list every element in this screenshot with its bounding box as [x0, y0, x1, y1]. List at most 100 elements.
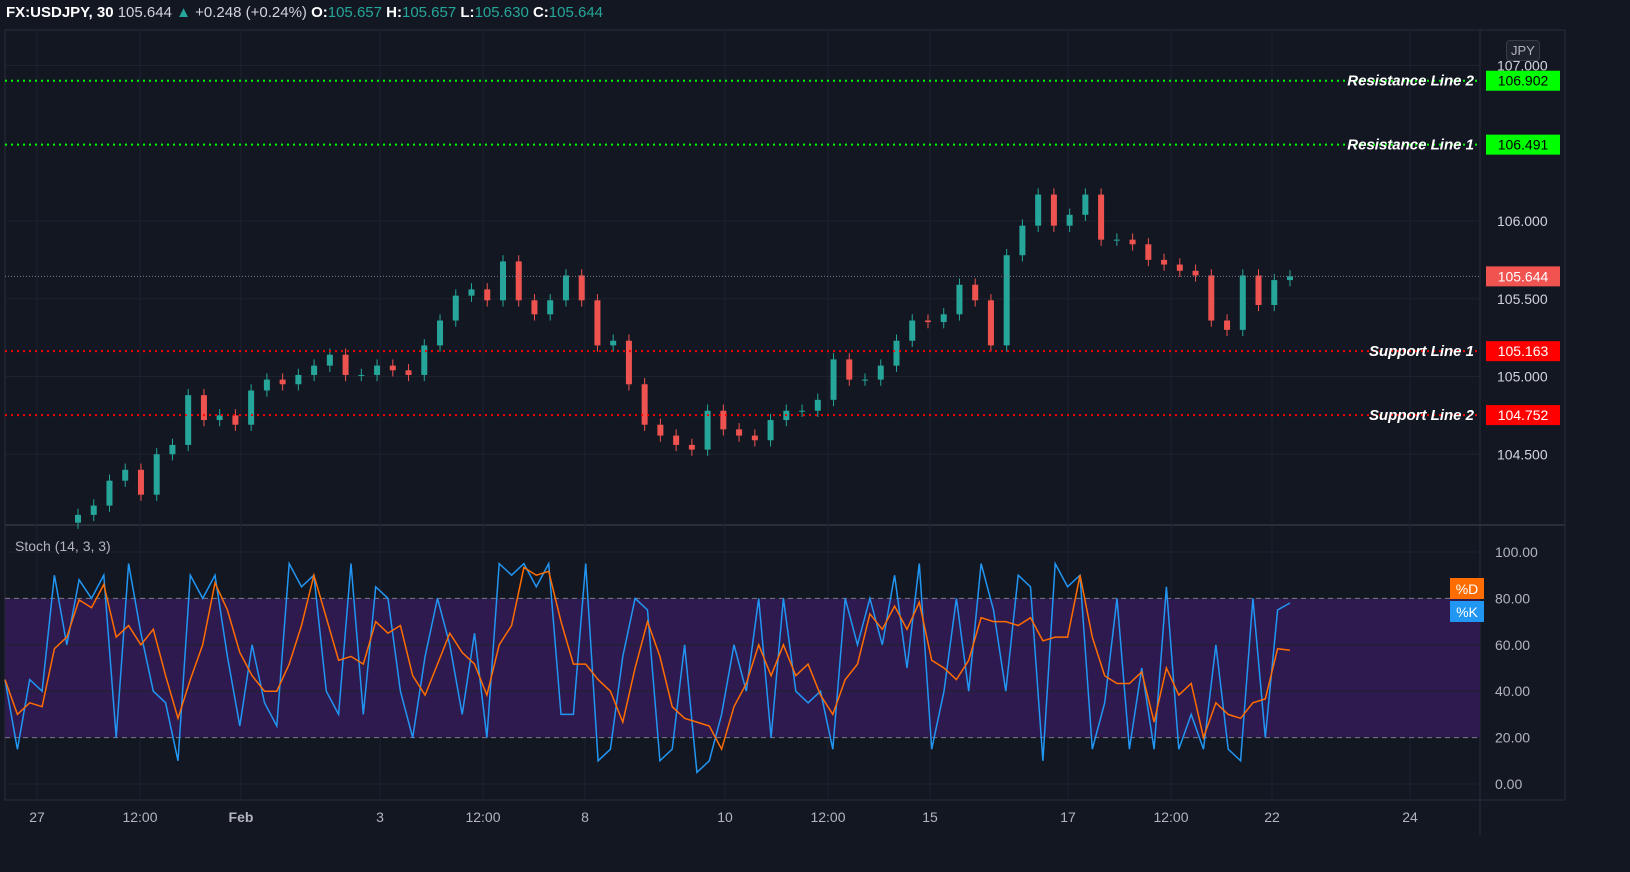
time-tick-label: 10 [717, 809, 733, 825]
candle [248, 390, 255, 425]
candle [1019, 225, 1026, 256]
candle [610, 340, 617, 346]
price-tick-label: 107.000 [1497, 58, 1548, 74]
stoch-band [5, 598, 1480, 738]
resistance-price-badge [1486, 70, 1560, 91]
candle [1161, 259, 1168, 265]
candle [1255, 275, 1262, 305]
time-tick-label: 22 [1264, 809, 1280, 825]
candle [972, 284, 979, 301]
candle [688, 444, 695, 450]
stoch-k-line [4, 560, 1291, 774]
candle [751, 435, 758, 441]
support-line-label: Support Line 1 [1369, 343, 1474, 360]
open-value: 105.657 [327, 4, 382, 21]
candle [736, 429, 743, 436]
candle [830, 359, 837, 400]
candle [1098, 194, 1105, 240]
stoch-k-badge-text: %K [1456, 604, 1478, 620]
candle [437, 320, 444, 346]
candle [153, 454, 160, 495]
candle [1050, 194, 1057, 226]
candle [216, 415, 223, 421]
time-tick-label: 17 [1060, 809, 1076, 825]
close-label: C: [532, 4, 549, 21]
candle [405, 370, 412, 375]
candle [1287, 276, 1293, 281]
candle [106, 480, 113, 506]
open-label: O: [311, 4, 328, 21]
candle [468, 289, 475, 296]
candle [90, 505, 97, 515]
candle [374, 365, 381, 375]
candle [232, 415, 239, 425]
resistance-line-label: Resistance Line 1 [1347, 137, 1474, 154]
candle [75, 514, 81, 523]
candle [547, 300, 554, 315]
resistance-price-badge-text: 106.491 [1498, 137, 1549, 153]
stoch-title: Stoch (14, 3, 3) [15, 538, 111, 554]
time-tick-label: 12:00 [465, 809, 500, 825]
resistance-price-badge-text: 106.902 [1498, 73, 1549, 89]
candle [1239, 275, 1246, 330]
up-arrow-icon: ▲ [176, 4, 191, 21]
last-price-badge [1486, 266, 1560, 287]
candle [1003, 255, 1010, 346]
candle [122, 469, 129, 481]
candle [1176, 264, 1183, 271]
candle [452, 295, 459, 321]
resistance-line-label: Resistance Line 2 [1347, 73, 1474, 90]
candle [814, 399, 821, 411]
currency-button[interactable]: JPY [1506, 40, 1540, 61]
time-tick-label: Feb [229, 809, 254, 825]
candle [1082, 194, 1089, 215]
support-price-badge-text: 105.163 [1498, 343, 1549, 359]
last-price-badge-text: 105.644 [1498, 268, 1549, 284]
candle [185, 395, 192, 445]
time-tick-label: 8 [581, 809, 589, 825]
candle [562, 275, 569, 301]
time-tick-label: 27 [29, 809, 45, 825]
candle [578, 275, 585, 301]
candle [499, 261, 506, 301]
candle [893, 340, 900, 366]
resistance-price-badge [1486, 134, 1560, 155]
candle [940, 314, 947, 323]
stoch-tick-label: 60.00 [1495, 637, 1530, 653]
candle [1129, 239, 1136, 245]
candle [358, 374, 365, 376]
candle [531, 300, 538, 315]
candle [200, 395, 207, 421]
last-price: 105.644 [117, 4, 172, 21]
candle [421, 345, 428, 375]
price-change: +0.248 (+0.24%) [195, 4, 307, 21]
symbol[interactable]: FX:USDJPY, 30 [6, 4, 114, 21]
stoch-d-line [4, 566, 1291, 752]
candle [311, 365, 318, 375]
low-label: L: [460, 4, 475, 21]
stoch-tick-label: 100.00 [1495, 544, 1538, 560]
candle [641, 384, 648, 425]
candle [720, 410, 727, 430]
candle [909, 320, 916, 341]
time-tick-label: 3 [376, 809, 384, 825]
candle [846, 359, 853, 380]
candle [704, 410, 711, 450]
candle [799, 410, 806, 412]
time-tick-label: 24 [1402, 809, 1418, 825]
stoch-d-badge [1450, 578, 1484, 599]
stoch-d-badge-text: %D [1456, 581, 1479, 597]
candle [342, 354, 349, 375]
stoch-tick-label: 20.00 [1495, 730, 1530, 746]
close-value: 105.644 [548, 4, 604, 21]
time-tick-label: 15 [922, 809, 938, 825]
candle [326, 354, 333, 366]
candle [767, 420, 774, 441]
time-tick-label: 12:00 [1153, 809, 1188, 825]
candle [515, 261, 522, 301]
time-tick-label: 12:00 [122, 809, 157, 825]
candle [956, 284, 963, 315]
candle [1208, 275, 1215, 321]
low-value: 105.630 [474, 4, 529, 21]
